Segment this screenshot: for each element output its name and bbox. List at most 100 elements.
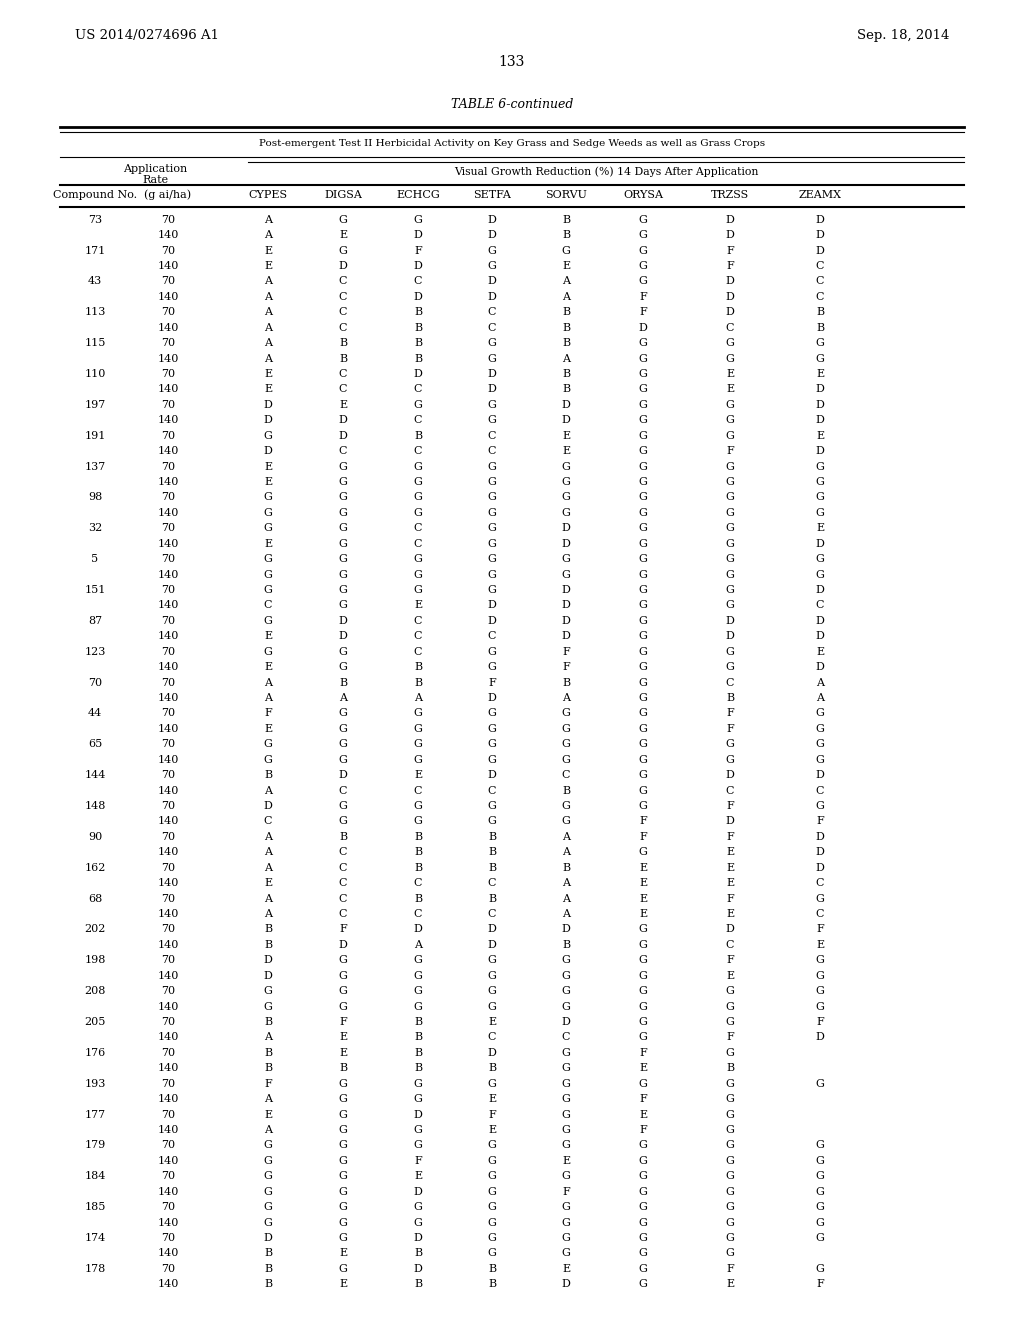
Text: G: G [726,585,734,595]
Text: TABLE 6-continued: TABLE 6-continued [451,99,573,111]
Text: G: G [263,1217,272,1228]
Text: 70: 70 [161,1263,175,1274]
Text: D: D [263,956,272,965]
Text: 140: 140 [158,322,178,333]
Text: D: D [414,1187,423,1197]
Text: A: A [562,693,570,704]
Text: G: G [487,569,497,579]
Text: A: A [264,322,272,333]
Text: G: G [639,924,647,935]
Text: G: G [414,1140,423,1151]
Text: 70: 70 [161,430,175,441]
Text: G: G [339,554,347,564]
Text: A: A [414,940,422,950]
Text: G: G [561,554,570,564]
Text: E: E [339,1279,347,1290]
Text: F: F [339,924,347,935]
Text: G: G [561,1002,570,1011]
Text: 133: 133 [499,55,525,69]
Text: G: G [561,1217,570,1228]
Text: G: G [487,416,497,425]
Text: G: G [339,539,347,549]
Text: D: D [561,924,570,935]
Text: CYPES: CYPES [249,190,288,201]
Text: F: F [816,924,824,935]
Text: F: F [726,446,734,457]
Text: 70: 70 [161,801,175,810]
Text: B: B [414,832,422,842]
Text: G: G [815,970,824,981]
Text: 70: 70 [161,1110,175,1119]
Text: E: E [264,261,272,271]
Text: C: C [487,430,497,441]
Text: G: G [726,1125,734,1135]
Text: E: E [339,230,347,240]
Text: C: C [414,647,422,657]
Text: G: G [487,817,497,826]
Text: E: E [639,894,647,904]
Text: 5: 5 [91,554,98,564]
Text: A: A [264,894,272,904]
Text: 113: 113 [84,308,105,317]
Text: E: E [639,878,647,888]
Text: ORYSA: ORYSA [623,190,663,201]
Text: G: G [639,1263,647,1274]
Text: G: G [639,677,647,688]
Text: G: G [487,1171,497,1181]
Text: 70: 70 [161,1078,175,1089]
Text: G: G [263,569,272,579]
Text: 140: 140 [158,909,178,919]
Text: 68: 68 [88,894,102,904]
Text: E: E [726,909,734,919]
Text: 140: 140 [158,1217,178,1228]
Text: E: E [264,878,272,888]
Text: G: G [414,970,423,981]
Text: 70: 70 [161,677,175,688]
Text: 185: 185 [84,1203,105,1212]
Text: G: G [339,585,347,595]
Text: 140: 140 [158,723,178,734]
Text: 140: 140 [158,1187,178,1197]
Text: G: G [561,246,570,256]
Text: C: C [414,276,422,286]
Text: E: E [726,847,734,857]
Text: G: G [263,1171,272,1181]
Text: G: G [639,847,647,857]
Text: D: D [487,276,497,286]
Text: D: D [815,663,824,672]
Text: G: G [726,430,734,441]
Text: G: G [726,554,734,564]
Text: G: G [487,1233,497,1243]
Text: C: C [339,370,347,379]
Text: G: G [639,554,647,564]
Text: C: C [339,863,347,873]
Text: E: E [339,1032,347,1043]
Text: 70: 70 [161,924,175,935]
Text: C: C [562,770,570,780]
Text: B: B [414,430,422,441]
Text: 178: 178 [84,1263,105,1274]
Text: C: C [487,308,497,317]
Text: G: G [487,1217,497,1228]
Text: A: A [264,1094,272,1104]
Text: G: G [815,569,824,579]
Text: G: G [487,739,497,750]
Text: G: G [726,1233,734,1243]
Text: G: G [263,1140,272,1151]
Text: G: G [815,801,824,810]
Text: D: D [726,616,734,626]
Text: D: D [487,384,497,395]
Text: 162: 162 [84,863,105,873]
Text: G: G [639,663,647,672]
Text: G: G [561,1171,570,1181]
Text: 140: 140 [158,354,178,363]
Text: G: G [487,554,497,564]
Text: D: D [726,308,734,317]
Text: 70: 70 [161,956,175,965]
Text: 140: 140 [158,230,178,240]
Text: 208: 208 [84,986,105,997]
Text: G: G [263,647,272,657]
Text: D: D [726,230,734,240]
Text: C: C [339,909,347,919]
Text: 140: 140 [158,1094,178,1104]
